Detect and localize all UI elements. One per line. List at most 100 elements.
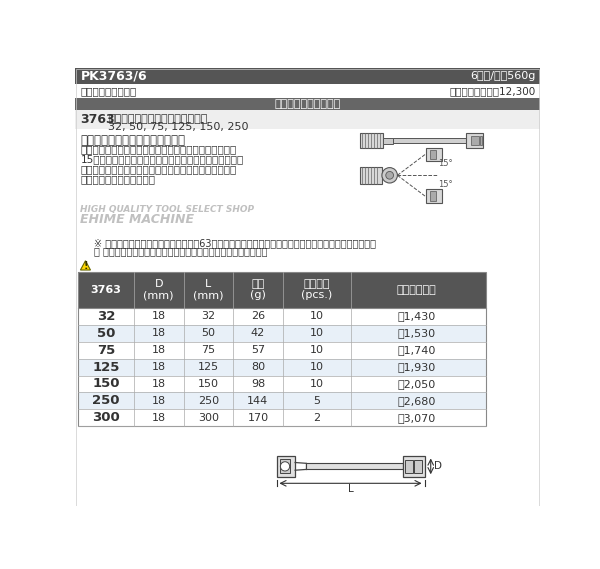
Text: (mm): (mm) — [193, 290, 224, 300]
Bar — [306, 463, 403, 469]
Circle shape — [280, 462, 290, 471]
Bar — [78, 376, 486, 393]
Bar — [78, 393, 486, 409]
Bar — [360, 167, 382, 184]
Text: !: ! — [83, 261, 88, 271]
Bar — [75, 110, 540, 129]
Text: HIGH QUALITY TOOL SELECT SHOP: HIGH QUALITY TOOL SELECT SHOP — [80, 205, 254, 215]
Text: ￥2,680: ￥2,680 — [398, 396, 436, 406]
Text: 15°: 15° — [438, 159, 452, 168]
Text: (g): (g) — [250, 290, 266, 300]
Text: 10: 10 — [310, 311, 324, 321]
Text: PK3763/6: PK3763/6 — [80, 69, 147, 83]
Text: ￥1,930: ￥1,930 — [398, 362, 436, 372]
Bar — [78, 271, 486, 308]
Bar — [75, 129, 540, 233]
Text: 18: 18 — [152, 396, 166, 406]
Text: 包装個数: 包装個数 — [304, 279, 330, 289]
Text: 32, 50, 75, 125, 150, 250: 32, 50, 75, 125, 150, 250 — [109, 122, 249, 132]
Text: (mm): (mm) — [143, 290, 174, 300]
Bar — [405, 460, 413, 472]
Text: 42: 42 — [251, 328, 265, 338]
Bar — [277, 456, 295, 477]
Text: 125: 125 — [198, 362, 219, 372]
Text: 18: 18 — [152, 328, 166, 338]
Bar — [430, 150, 436, 159]
Text: 250: 250 — [92, 394, 120, 407]
Text: 10: 10 — [310, 345, 324, 355]
Text: ※ オフセットエクステンションバー（63タイプ）は、通常のエクステンションバーに比べ使用目的上、: ※ オフセットエクステンションバー（63タイプ）は、通常のエクステンションバーに… — [94, 238, 376, 248]
Circle shape — [382, 168, 397, 183]
Text: 57: 57 — [251, 345, 265, 355]
Text: 98: 98 — [251, 379, 265, 389]
Bar — [360, 133, 383, 149]
Text: 耐荷重性が低くなっております。安全に正しくお使い下さい。: 耐荷重性が低くなっております。安全に正しくお使い下さい。 — [94, 246, 268, 256]
Text: 18: 18 — [152, 379, 166, 389]
Bar — [415, 460, 422, 472]
Text: 18: 18 — [152, 345, 166, 355]
Text: 18: 18 — [152, 413, 166, 423]
Text: ￥1,740: ￥1,740 — [398, 345, 436, 355]
Text: 80: 80 — [251, 362, 265, 372]
Bar — [78, 271, 486, 426]
Polygon shape — [80, 261, 91, 270]
Text: D: D — [434, 461, 442, 471]
Text: オフセットエクステンションバー: オフセットエクステンションバー — [80, 134, 185, 147]
Bar — [426, 189, 442, 203]
Text: L: L — [205, 279, 211, 289]
Text: 170: 170 — [247, 413, 268, 423]
Bar — [403, 456, 425, 477]
Text: 希望小売価格　￥12,300: 希望小売価格 ￥12,300 — [449, 86, 535, 96]
Text: 10: 10 — [310, 379, 324, 389]
Bar — [481, 136, 482, 145]
Text: 18: 18 — [152, 311, 166, 321]
Text: 50: 50 — [202, 328, 215, 338]
Text: (pcs.): (pcs.) — [301, 290, 332, 300]
Text: 15°: 15° — [438, 180, 452, 189]
Text: L: L — [347, 484, 353, 494]
Bar — [280, 459, 290, 473]
Text: 125: 125 — [92, 361, 119, 373]
Text: 26: 26 — [251, 311, 265, 321]
Text: 15度までフレキシブルに首を振り、さらにグッと押し込: 15度までフレキシブルに首を振り、さらにグッと押し込 — [80, 154, 244, 164]
Text: 32: 32 — [97, 310, 115, 323]
Text: ￥3,070: ￥3,070 — [398, 413, 436, 423]
Bar — [383, 138, 393, 144]
Text: 18: 18 — [152, 362, 166, 372]
Text: めば従来のエクステンションバーと同じ直線的な動きを: めば従来のエクステンションバーと同じ直線的な動きを — [80, 164, 236, 174]
Text: 10: 10 — [310, 328, 324, 338]
Bar — [393, 138, 466, 143]
Text: 6ヶ組/重量560g: 6ヶ組/重量560g — [470, 71, 535, 81]
Text: EHIME MACHINE: EHIME MACHINE — [80, 213, 194, 226]
Bar — [426, 147, 442, 162]
Text: 32: 32 — [201, 311, 215, 321]
Text: 150: 150 — [198, 379, 219, 389]
Text: 5: 5 — [313, 396, 320, 406]
Text: オフセットエクステンションバー: オフセットエクステンションバー — [109, 114, 208, 124]
Text: ソケットを軽く差し込み、コチッと音がすれば上下左右: ソケットを軽く差し込み、コチッと音がすれば上下左右 — [80, 144, 236, 154]
Text: 重量: 重量 — [251, 279, 265, 289]
Text: 150: 150 — [92, 377, 120, 390]
Bar — [78, 409, 486, 426]
Text: 50: 50 — [97, 327, 115, 340]
Bar — [471, 136, 479, 145]
Text: 144: 144 — [247, 396, 269, 406]
Bar — [466, 133, 484, 149]
Text: 75: 75 — [97, 344, 115, 357]
Text: 3763: 3763 — [80, 113, 115, 126]
Bar — [78, 308, 486, 325]
Text: 75: 75 — [201, 345, 215, 355]
Text: ￥1,430: ￥1,430 — [398, 311, 436, 321]
Bar — [75, 98, 540, 110]
Text: 3763: 3763 — [91, 284, 121, 295]
Bar — [78, 358, 486, 376]
Text: 300: 300 — [92, 411, 120, 424]
Bar — [75, 84, 540, 98]
Text: 300: 300 — [198, 413, 219, 423]
Bar — [75, 68, 540, 84]
Bar — [78, 341, 486, 358]
Text: 2: 2 — [313, 413, 320, 423]
Bar — [75, 233, 540, 271]
Text: プラスチックトレイ: プラスチックトレイ — [80, 86, 137, 96]
Text: 希望小売価格: 希望小売価格 — [397, 284, 437, 295]
